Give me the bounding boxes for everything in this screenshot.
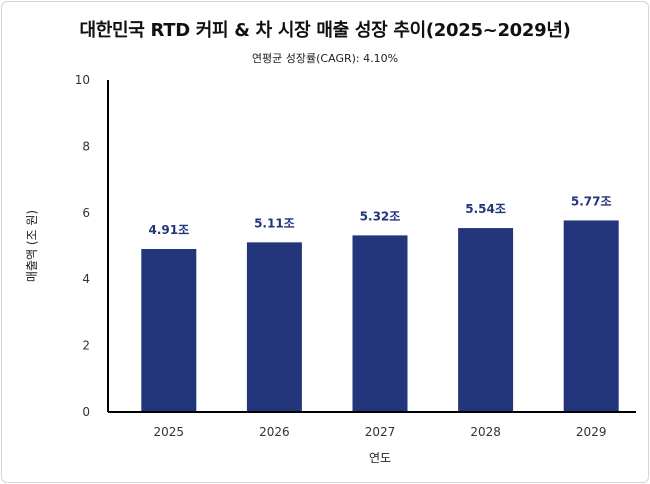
x-axis-ticks: 2025 2026 2027 2028 2029 <box>154 425 607 439</box>
chart-subtitle: 연평균 성장률(CAGR): 4.10% <box>251 52 399 65</box>
bars <box>141 220 619 412</box>
y-axis-title: 매출액 (조 원) <box>25 210 39 282</box>
x-tick-label: 2029 <box>576 425 607 439</box>
y-tick-label: 0 <box>82 405 90 419</box>
x-tick-label: 2028 <box>470 425 501 439</box>
data-label: 4.91조 <box>148 223 189 237</box>
bar <box>141 248 197 412</box>
x-axis-title: 연도 <box>369 451 391 465</box>
x-tick-label: 2027 <box>365 425 396 439</box>
data-label: 5.11조 <box>254 216 295 230</box>
data-label: 5.77조 <box>571 194 612 208</box>
data-label: 5.54조 <box>465 202 506 216</box>
bar <box>458 228 514 412</box>
bar <box>563 220 619 412</box>
y-tick-label: 4 <box>82 272 90 286</box>
x-tick-label: 2026 <box>259 425 290 439</box>
bar <box>352 235 408 412</box>
x-tick-label: 2025 <box>154 425 185 439</box>
data-label: 5.32조 <box>360 209 401 223</box>
data-labels: 4.91조 5.11조 5.32조 5.54조 5.77조 <box>148 194 611 237</box>
y-tick-label: 6 <box>82 206 90 220</box>
chart-title: 대한민국 RTD 커피 & 차 시장 매출 성장 추이(2025~2029년) <box>79 20 571 41</box>
y-tick-label: 10 <box>75 73 90 87</box>
bar <box>246 242 302 412</box>
y-axis-ticks: 0 2 4 6 8 10 <box>75 73 90 419</box>
y-tick-label: 2 <box>82 339 90 353</box>
y-tick-label: 8 <box>82 139 90 153</box>
